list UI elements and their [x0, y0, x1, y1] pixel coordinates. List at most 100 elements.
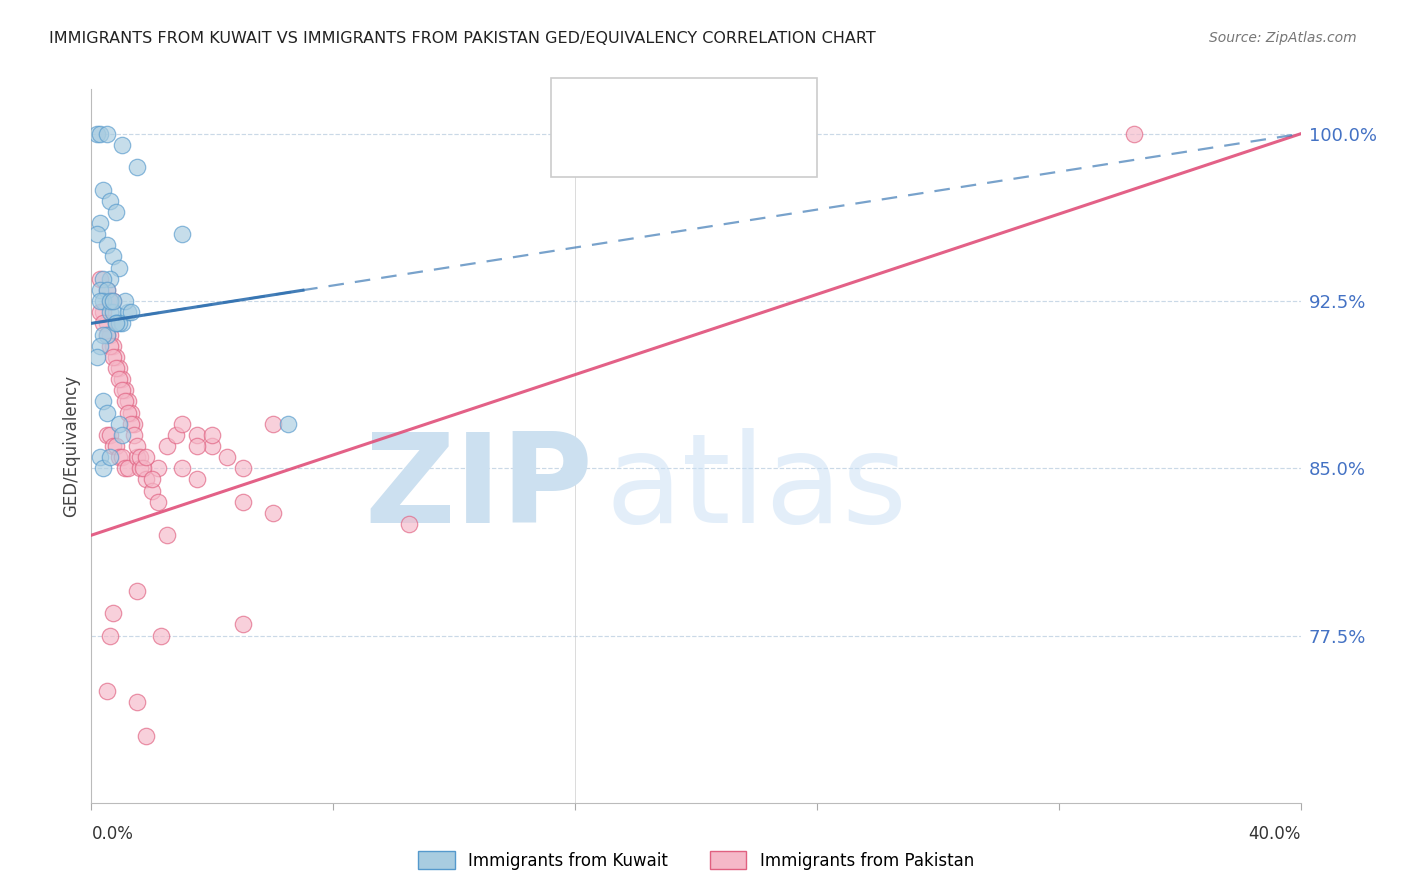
- Text: 0.339: 0.339: [657, 141, 713, 159]
- Point: [98, 305, 121, 319]
- Point: [165, 427, 187, 442]
- Point: [186, 472, 208, 486]
- Point: [1123, 127, 1146, 141]
- Point: [93, 394, 115, 409]
- Point: [96, 283, 118, 297]
- Point: [96, 427, 118, 442]
- Point: [98, 293, 121, 308]
- Point: [104, 316, 127, 330]
- Point: [96, 327, 118, 342]
- Point: [156, 439, 179, 453]
- Point: [172, 417, 194, 431]
- Point: [96, 127, 118, 141]
- Point: [111, 372, 132, 386]
- Y-axis label: GED/Equivalency: GED/Equivalency: [62, 375, 80, 517]
- Point: [89, 283, 111, 297]
- Point: [98, 450, 121, 464]
- Point: [135, 729, 157, 743]
- Point: [146, 461, 169, 475]
- Point: [114, 394, 136, 409]
- Text: IMMIGRANTS FROM KUWAIT VS IMMIGRANTS FROM PAKISTAN GED/EQUIVALENCY CORRELATION C: IMMIGRANTS FROM KUWAIT VS IMMIGRANTS FRO…: [49, 31, 876, 46]
- Point: [101, 439, 124, 453]
- Point: [111, 316, 132, 330]
- Point: [104, 360, 127, 375]
- Point: [120, 417, 142, 431]
- Point: [156, 528, 179, 542]
- Point: [89, 450, 111, 464]
- Point: [93, 316, 115, 330]
- Point: [125, 583, 148, 598]
- Point: [96, 238, 118, 252]
- Point: [98, 327, 121, 342]
- Point: [98, 338, 121, 352]
- FancyBboxPatch shape: [557, 133, 598, 169]
- Point: [98, 427, 121, 442]
- Text: 0.0%: 0.0%: [91, 825, 134, 843]
- Point: [277, 417, 299, 431]
- Point: [107, 316, 129, 330]
- Point: [86, 227, 108, 241]
- Point: [104, 439, 127, 453]
- Point: [262, 506, 284, 520]
- Point: [104, 350, 127, 364]
- Point: [111, 427, 132, 442]
- Point: [98, 271, 121, 285]
- Text: 40.0%: 40.0%: [1249, 825, 1301, 843]
- Point: [89, 216, 111, 230]
- Point: [172, 461, 194, 475]
- Point: [141, 472, 163, 486]
- Text: Source: ZipAtlas.com: Source: ZipAtlas.com: [1209, 31, 1357, 45]
- Point: [107, 360, 129, 375]
- Point: [231, 461, 253, 475]
- Point: [125, 160, 148, 174]
- Point: [141, 483, 163, 498]
- Point: [201, 427, 224, 442]
- Point: [89, 305, 111, 319]
- Point: [186, 427, 208, 442]
- Text: 0.098: 0.098: [657, 95, 714, 113]
- Point: [101, 338, 124, 352]
- Point: [101, 607, 124, 621]
- Point: [107, 450, 129, 464]
- Point: [101, 305, 124, 319]
- Point: [89, 127, 111, 141]
- Point: [186, 439, 208, 453]
- Point: [128, 461, 150, 475]
- Point: [86, 127, 108, 141]
- Point: [93, 293, 115, 308]
- Point: [120, 405, 142, 419]
- Point: [101, 293, 124, 308]
- Point: [146, 494, 169, 508]
- Point: [111, 138, 132, 153]
- Point: [107, 260, 129, 275]
- Point: [98, 628, 121, 642]
- Point: [93, 305, 115, 319]
- Point: [101, 250, 124, 264]
- Point: [104, 204, 127, 219]
- Point: [262, 417, 284, 431]
- Point: [93, 327, 115, 342]
- Point: [114, 384, 136, 398]
- Point: [128, 450, 150, 464]
- Point: [114, 293, 136, 308]
- Point: [101, 350, 124, 364]
- Point: [96, 316, 118, 330]
- Point: [107, 372, 129, 386]
- Point: [86, 350, 108, 364]
- Point: [117, 405, 139, 419]
- FancyBboxPatch shape: [557, 87, 598, 122]
- Point: [89, 338, 111, 352]
- Point: [96, 327, 118, 342]
- Point: [101, 293, 124, 308]
- Point: [89, 293, 111, 308]
- Point: [125, 439, 148, 453]
- Point: [117, 394, 139, 409]
- Text: N =: N =: [713, 95, 765, 113]
- Point: [96, 405, 118, 419]
- Point: [114, 461, 136, 475]
- Text: atlas: atlas: [605, 428, 907, 549]
- Point: [117, 461, 139, 475]
- Point: [117, 305, 139, 319]
- Point: [172, 227, 194, 241]
- Point: [125, 695, 148, 709]
